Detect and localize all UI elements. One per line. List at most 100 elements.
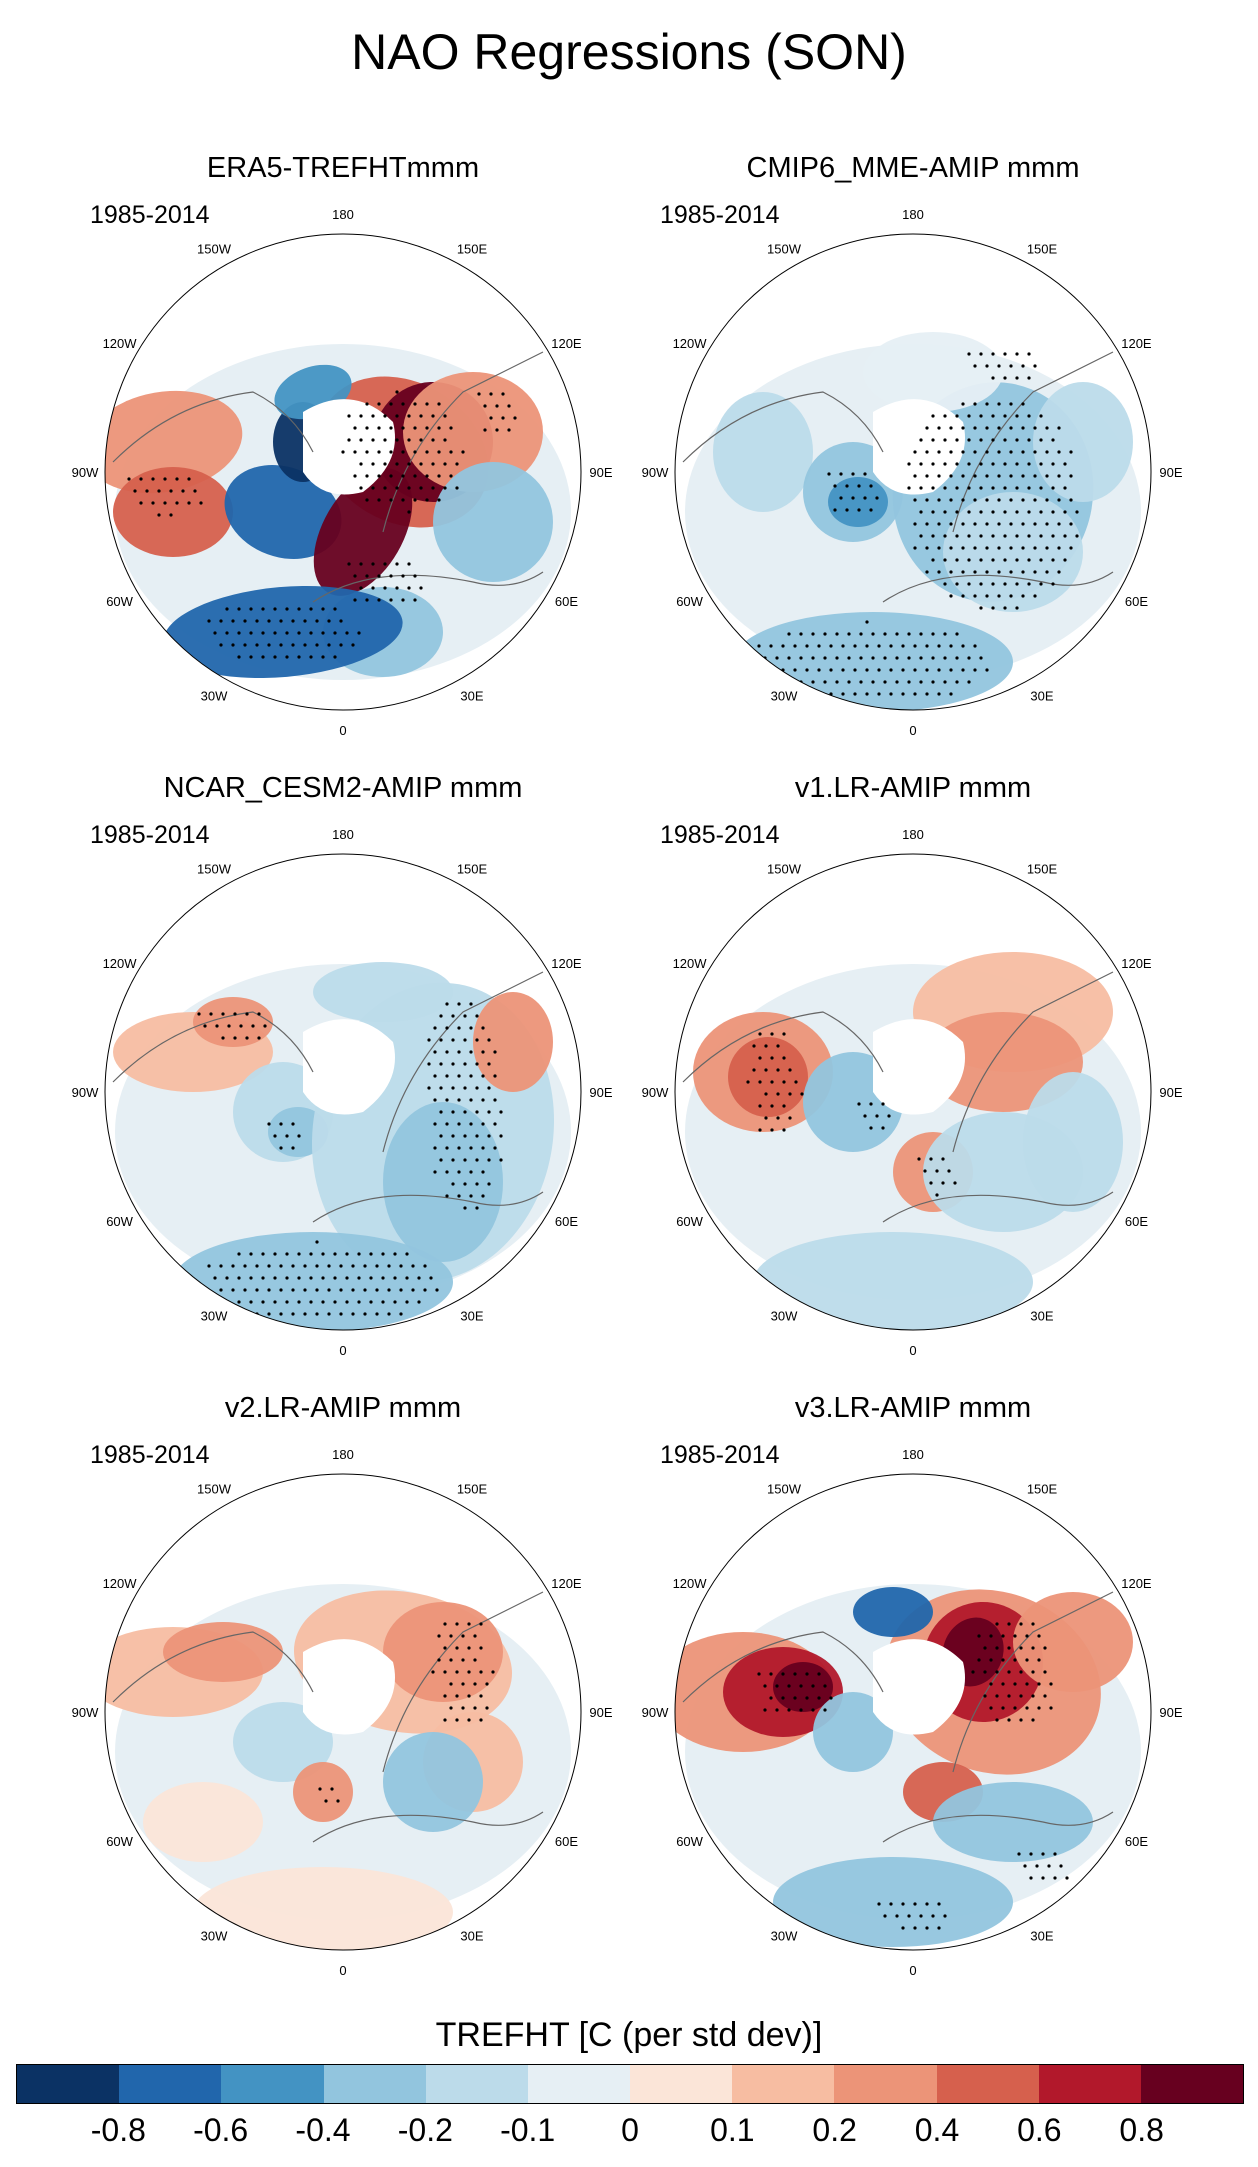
significance-dot	[407, 486, 411, 490]
significance-dot	[1027, 510, 1031, 514]
significance-dot	[865, 620, 869, 624]
significance-dot	[353, 598, 357, 602]
significance-dot	[443, 462, 447, 466]
significance-dot	[835, 656, 839, 660]
anomaly-region	[1033, 382, 1133, 502]
polar-cap	[303, 399, 395, 495]
longitude-label: 150E	[457, 1482, 488, 1497]
significance-dot	[401, 426, 405, 430]
significance-dot	[955, 510, 959, 514]
significance-dot	[339, 1312, 343, 1316]
significance-dot	[1045, 474, 1049, 478]
significance-dot	[213, 631, 217, 635]
significance-dot	[467, 1694, 471, 1698]
significance-dot	[443, 1718, 447, 1722]
significance-dot	[811, 1708, 815, 1712]
map-boundary	[674, 233, 1152, 711]
significance-dot	[943, 414, 947, 418]
longitude-label: 120E	[1121, 336, 1152, 351]
significance-dot	[479, 1646, 483, 1650]
significance-dot	[1033, 498, 1037, 502]
significance-dot	[787, 656, 791, 660]
significance-dot	[937, 692, 941, 696]
significance-dot	[955, 486, 959, 490]
significance-dot	[303, 1312, 307, 1316]
significance-dot	[219, 643, 223, 647]
significance-dot	[907, 486, 911, 490]
significance-dot	[419, 414, 423, 418]
significance-dot	[1015, 376, 1019, 380]
significance-dot	[249, 631, 253, 635]
significance-dot	[219, 1264, 223, 1268]
significance-dot	[501, 392, 505, 396]
significance-dot	[285, 1300, 289, 1304]
significance-dot	[375, 1264, 379, 1268]
significance-dot	[863, 472, 867, 476]
significance-dot	[387, 1264, 391, 1268]
significance-dot	[913, 668, 917, 672]
significance-dot	[267, 1288, 271, 1292]
colorbar-swatch	[732, 2065, 835, 2103]
colorbar-tick-label: 0.8	[1119, 2112, 1164, 2148]
significance-dot	[1019, 1622, 1023, 1626]
significance-dot	[127, 477, 131, 481]
significance-dot	[413, 498, 417, 502]
colorbar-tick-label: -0.1	[500, 2112, 556, 2148]
panel-title: v2.LR-AMIP mmm	[224, 1392, 462, 1424]
significance-dot	[1045, 546, 1049, 550]
significance-dot	[1039, 510, 1043, 514]
significance-dot	[907, 1914, 911, 1918]
significance-dot	[393, 1300, 397, 1304]
significance-dot	[949, 450, 953, 454]
significance-dot	[923, 1169, 927, 1173]
significance-dot	[1051, 558, 1055, 562]
significance-dot	[359, 414, 363, 418]
longitude-label: 150W	[767, 1482, 802, 1497]
anomaly-region	[105, 390, 243, 494]
significance-dot	[413, 426, 417, 430]
significance-dot	[381, 1276, 385, 1280]
panel-period: 1985-2014	[90, 1441, 210, 1469]
longitude-label: 30W	[201, 688, 228, 703]
significance-dot	[811, 632, 815, 636]
polar-cap	[873, 1639, 965, 1735]
significance-dot	[351, 1288, 355, 1292]
significance-dot	[457, 1146, 461, 1150]
significance-dot	[1051, 438, 1055, 442]
figure-title: NAO Regressions (SON)	[351, 24, 907, 80]
significance-dot	[279, 1312, 283, 1316]
significance-dot	[365, 426, 369, 430]
significance-dot	[877, 644, 881, 648]
significance-dot	[251, 1024, 255, 1028]
longitude-label: 150E	[1027, 1482, 1058, 1497]
significance-dot	[221, 1012, 225, 1016]
significance-dot	[823, 680, 827, 684]
significance-dot	[451, 1062, 455, 1066]
significance-dot	[973, 522, 977, 526]
significance-dot	[943, 462, 947, 466]
significance-dot	[451, 1014, 455, 1018]
significance-dot	[439, 1014, 443, 1018]
significance-dot	[157, 489, 161, 493]
significance-dot	[377, 574, 381, 578]
longitude-label: 90W	[72, 1705, 99, 1720]
significance-dot	[865, 668, 869, 672]
significance-dot	[865, 644, 869, 648]
significance-dot	[333, 1276, 337, 1280]
significance-dot	[967, 558, 971, 562]
significance-dot	[979, 606, 983, 610]
anomaly-region	[1013, 1592, 1133, 1692]
significance-dot	[1033, 546, 1037, 550]
significance-dot	[817, 644, 821, 648]
significance-dot	[351, 1312, 355, 1316]
significance-dot	[407, 438, 411, 442]
significance-dot	[363, 1288, 367, 1292]
significance-dot	[439, 1134, 443, 1138]
longitude-label: 120E	[1121, 956, 1152, 971]
significance-dot	[324, 1799, 328, 1803]
significance-dot	[365, 598, 369, 602]
significance-dot	[237, 1252, 241, 1256]
significance-dot	[445, 1146, 449, 1150]
significance-dot	[925, 498, 929, 502]
significance-dot	[461, 450, 465, 454]
